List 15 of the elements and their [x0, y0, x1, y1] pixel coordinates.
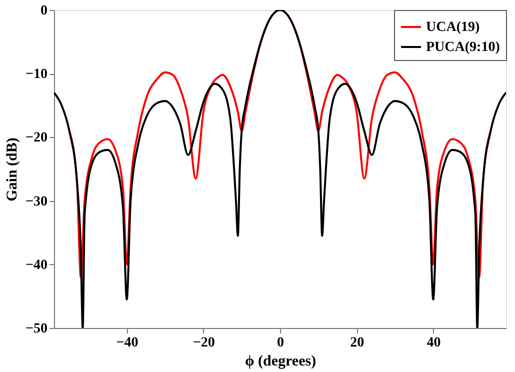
y-axis-title: Gain (dB) — [4, 138, 21, 202]
x-tick-label: 0 — [277, 336, 284, 350]
x-axis-title: ϕ (degrees) — [244, 354, 316, 370]
y-tick-label: 0 — [40, 4, 48, 18]
y-tick-label: −30 — [26, 194, 48, 210]
y-tick-label: −10 — [26, 67, 48, 82]
x-tick-label: −40 — [116, 336, 138, 350]
x-tick-label: 40 — [426, 336, 441, 350]
y-tick-label: −20 — [26, 130, 48, 146]
y-tick-label: −40 — [26, 258, 48, 273]
x-tick-label: 20 — [350, 336, 364, 350]
x-tick-label: −20 — [192, 336, 215, 350]
legend-label: PUCA(9:10) — [426, 40, 500, 55]
y-tick-label: −50 — [26, 322, 48, 336]
legend-label: UCA(19) — [426, 20, 480, 35]
